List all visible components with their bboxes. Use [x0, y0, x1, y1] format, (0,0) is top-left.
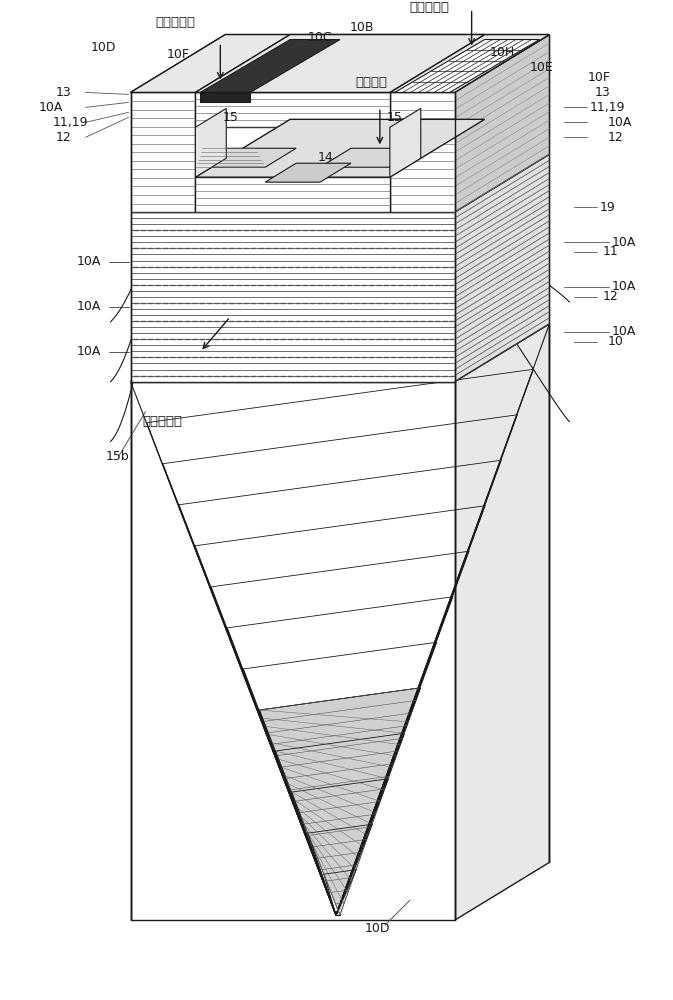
Polygon shape	[265, 163, 351, 182]
Text: 11: 11	[602, 245, 618, 258]
Text: 10A: 10A	[611, 280, 635, 293]
Polygon shape	[201, 40, 340, 92]
Text: 12: 12	[56, 131, 71, 144]
Polygon shape	[131, 35, 549, 92]
Polygon shape	[131, 212, 455, 382]
Text: 15b: 15b	[106, 450, 129, 463]
Text: 10A: 10A	[611, 236, 635, 249]
Text: 10A: 10A	[76, 300, 101, 313]
Text: 10A: 10A	[39, 101, 63, 114]
Text: 10F: 10F	[588, 71, 610, 84]
Text: 含燃料气体: 含燃料气体	[155, 16, 195, 29]
Text: 10B: 10B	[350, 21, 374, 34]
Text: 13: 13	[594, 86, 610, 99]
Polygon shape	[455, 35, 549, 212]
Polygon shape	[320, 148, 421, 167]
Text: 氧化剂气体: 氧化剂气体	[410, 1, 450, 14]
Polygon shape	[131, 382, 455, 920]
Polygon shape	[195, 35, 485, 92]
Text: 10F: 10F	[166, 48, 190, 61]
Text: 13: 13	[56, 86, 71, 99]
Text: 10D: 10D	[91, 41, 116, 54]
Text: 10E: 10E	[530, 61, 553, 74]
Polygon shape	[195, 108, 226, 177]
Polygon shape	[390, 92, 455, 212]
Text: 15: 15	[387, 111, 402, 124]
Polygon shape	[395, 40, 540, 92]
Text: 14: 14	[318, 151, 334, 164]
Polygon shape	[195, 35, 485, 92]
Text: 10A: 10A	[607, 116, 632, 129]
Text: 10D: 10D	[365, 922, 390, 935]
Polygon shape	[390, 108, 421, 177]
Text: 10A: 10A	[611, 325, 635, 338]
Polygon shape	[195, 119, 485, 177]
Text: 10: 10	[607, 335, 623, 348]
Polygon shape	[195, 177, 390, 212]
Text: 10A: 10A	[76, 345, 101, 358]
Text: 11,19: 11,19	[590, 101, 625, 114]
Text: 12: 12	[607, 131, 623, 144]
Text: 19: 19	[599, 201, 615, 214]
Polygon shape	[390, 35, 549, 92]
Text: 10A: 10A	[76, 255, 101, 268]
Polygon shape	[131, 35, 290, 92]
Polygon shape	[131, 92, 195, 212]
Polygon shape	[455, 324, 549, 920]
Polygon shape	[259, 688, 421, 915]
Text: 11,19: 11,19	[52, 116, 88, 129]
Text: 10H: 10H	[489, 46, 515, 59]
Text: 燃料废气: 燃料废气	[355, 76, 387, 89]
Text: 10C: 10C	[308, 31, 332, 44]
Text: 12: 12	[602, 290, 618, 303]
Polygon shape	[455, 154, 549, 382]
Polygon shape	[201, 92, 250, 102]
Polygon shape	[195, 92, 390, 127]
Text: 15: 15	[222, 111, 238, 124]
Text: 氧化剂废气: 氧化剂废气	[143, 415, 182, 428]
Polygon shape	[195, 148, 296, 167]
